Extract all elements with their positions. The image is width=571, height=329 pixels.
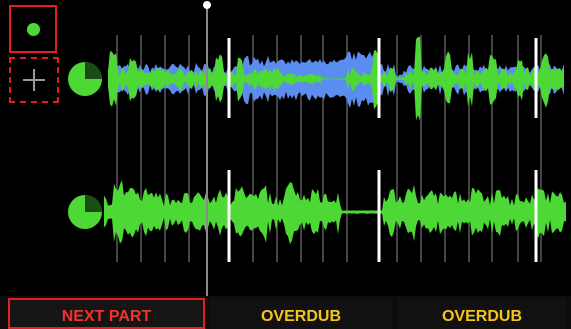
overdub-button-1[interactable]: OVERDUB	[210, 298, 392, 329]
bar-markers	[227, 38, 538, 262]
loop-progress-elapsed	[85, 62, 102, 79]
plus-icon	[23, 69, 45, 91]
tracks-area	[68, 1, 566, 296]
track-1-waveform	[108, 36, 564, 121]
waveforms	[104, 36, 566, 245]
part-slot-1[interactable]	[9, 5, 57, 53]
overdub-button-2[interactable]: OVERDUB	[398, 298, 566, 329]
loop-progress-icons	[68, 62, 102, 229]
track-2-waveform	[104, 180, 566, 245]
record-dot-icon	[27, 23, 40, 36]
overdub-waveform	[108, 51, 564, 109]
loop-progress-elapsed	[85, 195, 102, 212]
bottom-bar: NEXT PART OVERDUB OVERDUB	[0, 296, 571, 329]
add-part-button[interactable]	[9, 57, 59, 103]
next-part-button[interactable]: NEXT PART	[8, 298, 205, 329]
playhead-handle[interactable]	[203, 1, 211, 9]
